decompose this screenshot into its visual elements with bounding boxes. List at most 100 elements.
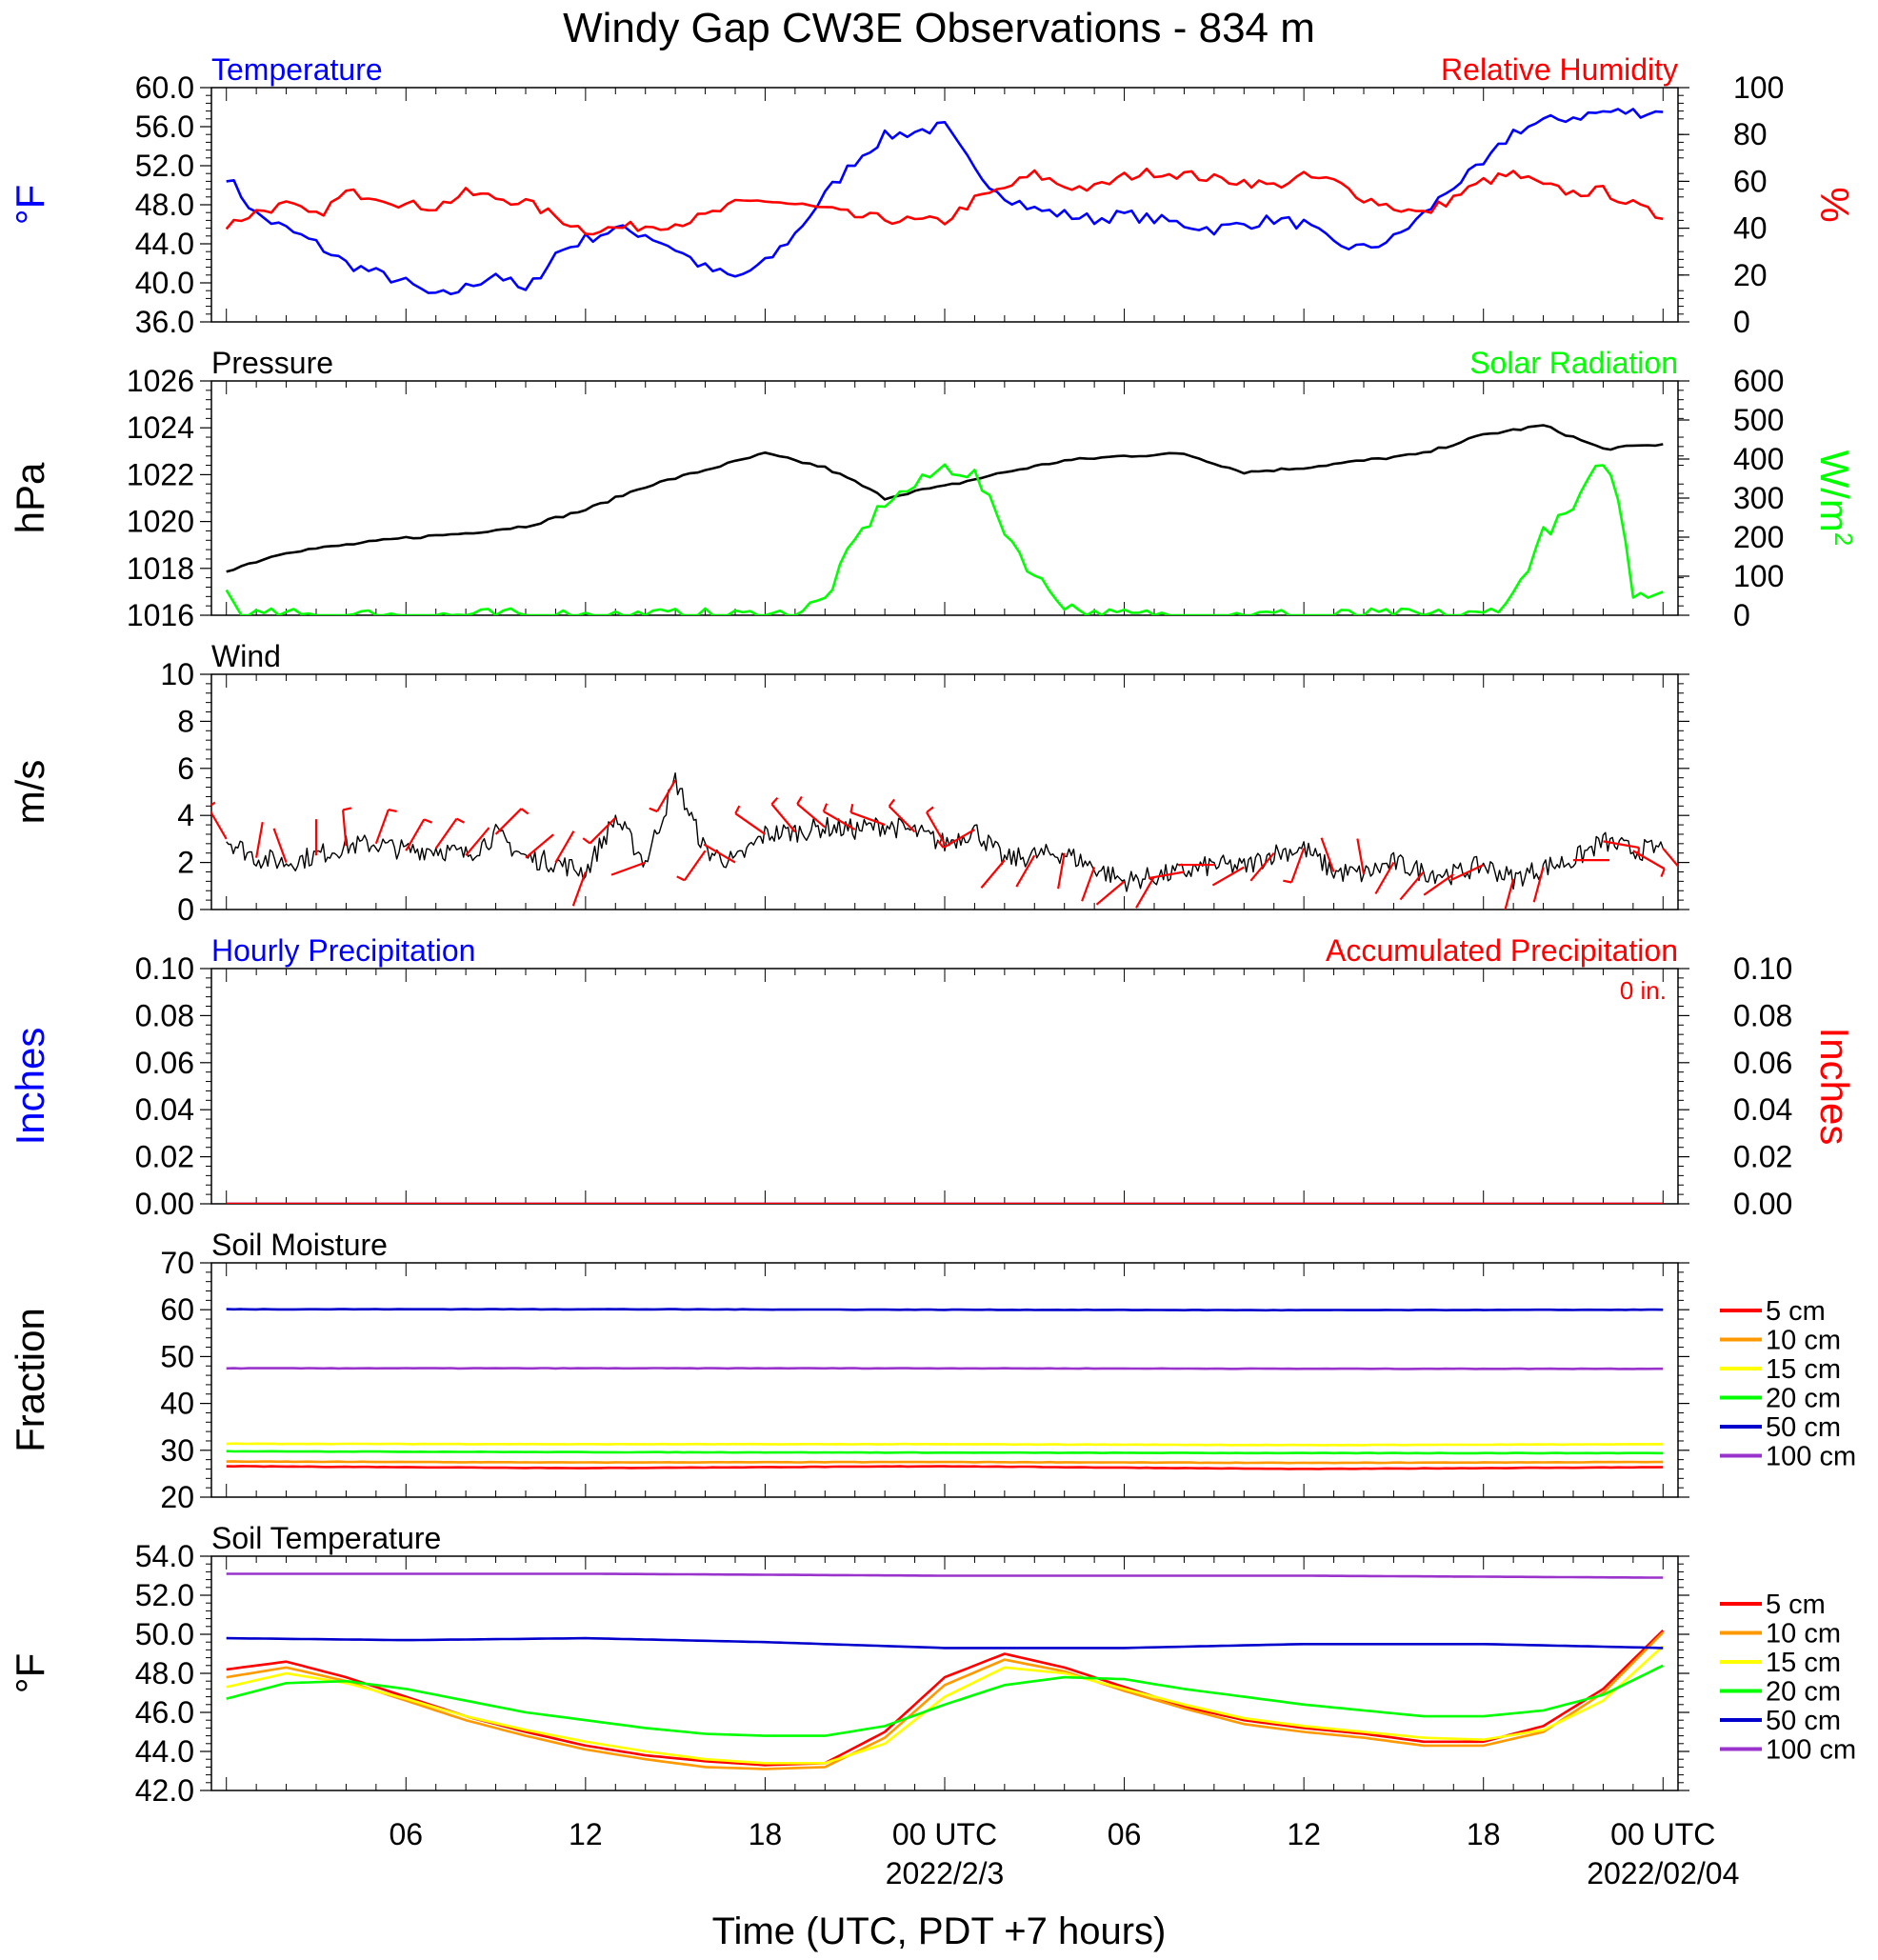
- wind-barb: [554, 830, 575, 864]
- plot-frame: [210, 1555, 1679, 1791]
- y-tick-label-left: 60: [160, 1292, 194, 1327]
- y-axis-label-left: Inches: [8, 1028, 52, 1146]
- panel-wind: 0 2 4 6 8 10 Wind m/s: [8, 639, 1689, 927]
- series-line-temperature: [226, 108, 1664, 296]
- series-line-100-cm: [226, 1367, 1664, 1370]
- wind-barb: [610, 861, 647, 876]
- y-tick-label-left: 8: [177, 704, 194, 738]
- panel-title-left: Soil Moisture: [211, 1228, 388, 1262]
- y-tick-label-left: 44.0: [135, 1734, 194, 1769]
- wind-barb: [770, 796, 796, 833]
- wind-barb: [1504, 878, 1515, 910]
- y-tick-label-left: 40.0: [135, 266, 194, 300]
- legend-label: 10 cm: [1766, 1619, 1841, 1650]
- y-tick-label-right: 0.08: [1733, 998, 1792, 1032]
- figure-title: Windy Gap CW3E Observations - 834 m: [563, 5, 1315, 51]
- series-line-5-cm: [226, 1465, 1664, 1470]
- panel-title-left: Soil Temperature: [211, 1521, 441, 1555]
- wind-barb: [1662, 848, 1678, 869]
- series-line-15-cm: [226, 1645, 1665, 1765]
- y-tick-label-right: 0: [1733, 305, 1750, 339]
- y-tick-label-left: 48.0: [135, 1656, 194, 1690]
- y-tick-label-right: 400: [1733, 442, 1784, 476]
- wind-barb: [255, 822, 264, 858]
- wind-barb: [571, 871, 587, 907]
- y-tick-label-right: 0.04: [1733, 1092, 1792, 1127]
- wind-barb: [1374, 862, 1395, 895]
- wind-barb: [405, 818, 433, 851]
- y-tick-label-left: 30: [160, 1433, 194, 1468]
- y-tick-label-left: 0.10: [135, 951, 194, 986]
- panel-title-right: Accumulated Precipitation: [1326, 933, 1678, 968]
- y-tick-label-left: 44.0: [135, 227, 194, 261]
- y-tick-label-right: 300: [1733, 481, 1784, 515]
- panel-soil_temperature: 42.0 44.0 46.0 48.0 50.0 52.0 54.0 Soil Tempera…: [8, 1521, 1856, 1808]
- wind-barb: [1399, 870, 1425, 901]
- y-tick-label-left: 6: [177, 751, 194, 786]
- y-axis-label-superscript: 2: [1829, 532, 1858, 546]
- y-tick-label-left: 36.0: [135, 305, 194, 339]
- wind-barb: [272, 828, 288, 863]
- wind-barb: [465, 827, 490, 856]
- y-tick-label-left: 42.0: [135, 1773, 194, 1808]
- y-tick-label-left: 4: [177, 798, 194, 832]
- y-tick-label-left: 52.0: [135, 1578, 194, 1612]
- y-axis-label-left: hPa: [8, 462, 52, 533]
- y-tick-label-right: 200: [1733, 520, 1784, 554]
- legend-label: 10 cm: [1766, 1326, 1841, 1356]
- y-tick-label-right: 20: [1733, 258, 1768, 292]
- series-line-wind: [226, 772, 1664, 892]
- time-axis: 06 12 18 00 UTC 06 12 18 00 UTC 2022/2/3 2022/02/…: [389, 1817, 1739, 1890]
- y-tick-label-left: 0: [177, 892, 194, 927]
- y-tick-label-left: 40: [160, 1387, 194, 1421]
- wind-barb: [1632, 850, 1666, 878]
- y-tick-label-right: 0: [1733, 598, 1750, 632]
- y-tick-label-left: 0.02: [135, 1140, 194, 1174]
- y-tick-label-right: 60: [1733, 164, 1768, 198]
- y-tick-label-left: 1018: [127, 551, 194, 586]
- x-tick-label: 12: [569, 1817, 603, 1851]
- y-tick-label-left: 1022: [127, 457, 194, 491]
- y-tick-label-left: 1026: [127, 364, 194, 398]
- legend-label: 100 cm: [1766, 1442, 1856, 1472]
- wind-barb: [1057, 852, 1066, 890]
- wind-barb: [1148, 870, 1185, 880]
- panel-title-left: Hourly Precipitation: [211, 933, 475, 968]
- y-axis-label-right: W/m2: [1812, 450, 1858, 547]
- y-axis-label-left: °F: [8, 1653, 52, 1693]
- y-tick-label-right: 0.10: [1733, 951, 1792, 986]
- panel-title-left: Pressure: [211, 346, 333, 380]
- y-tick-label-left: 1016: [127, 598, 194, 632]
- legend-label: 20 cm: [1766, 1384, 1841, 1414]
- y-tick-label-left: 50.0: [135, 1617, 194, 1651]
- wind-barb: [525, 833, 554, 859]
- wind-barb: [734, 805, 767, 835]
- panel-temp_rh: 36.0 40.0 44.0 48.0 52.0 56.0 60.0 0 20 40 60 80 100…: [8, 52, 1857, 339]
- wind-barb: [1320, 837, 1335, 872]
- x-tick-label: 06: [1108, 1817, 1142, 1851]
- accumulated-total-label: 0 in.: [1620, 976, 1667, 1005]
- x-tick-label: 06: [389, 1817, 423, 1851]
- panel-title-left: Wind: [211, 639, 281, 673]
- panel-title-right: Solar Radiation: [1469, 346, 1678, 380]
- legend-label: 5 cm: [1766, 1590, 1826, 1620]
- y-tick-label-right: 0.00: [1733, 1187, 1792, 1221]
- chart-panels: 36.040.044.048.052.056.060.0020406080100…: [8, 52, 1858, 1808]
- y-axis-label-left: m/s: [8, 760, 52, 825]
- wind-barb: [849, 804, 886, 827]
- panel-title-left: Temperature: [211, 52, 383, 87]
- wind-barb: [1095, 880, 1126, 906]
- wind-barb: [1135, 875, 1155, 909]
- wind-barb: [374, 809, 397, 845]
- wind-barb: [888, 798, 916, 833]
- y-tick-label-left: 46.0: [135, 1695, 194, 1730]
- x-tick-label: 00 UTC: [892, 1817, 997, 1851]
- wind-barb: [926, 806, 946, 845]
- y-axis-label-left: °F: [8, 185, 52, 225]
- y-tick-label-right: 100: [1733, 70, 1784, 105]
- wind-barb: [1211, 866, 1245, 887]
- y-tick-label-left: 10: [160, 657, 194, 691]
- plot-frame: [210, 380, 1679, 616]
- series-line-20-cm: [226, 1450, 1664, 1455]
